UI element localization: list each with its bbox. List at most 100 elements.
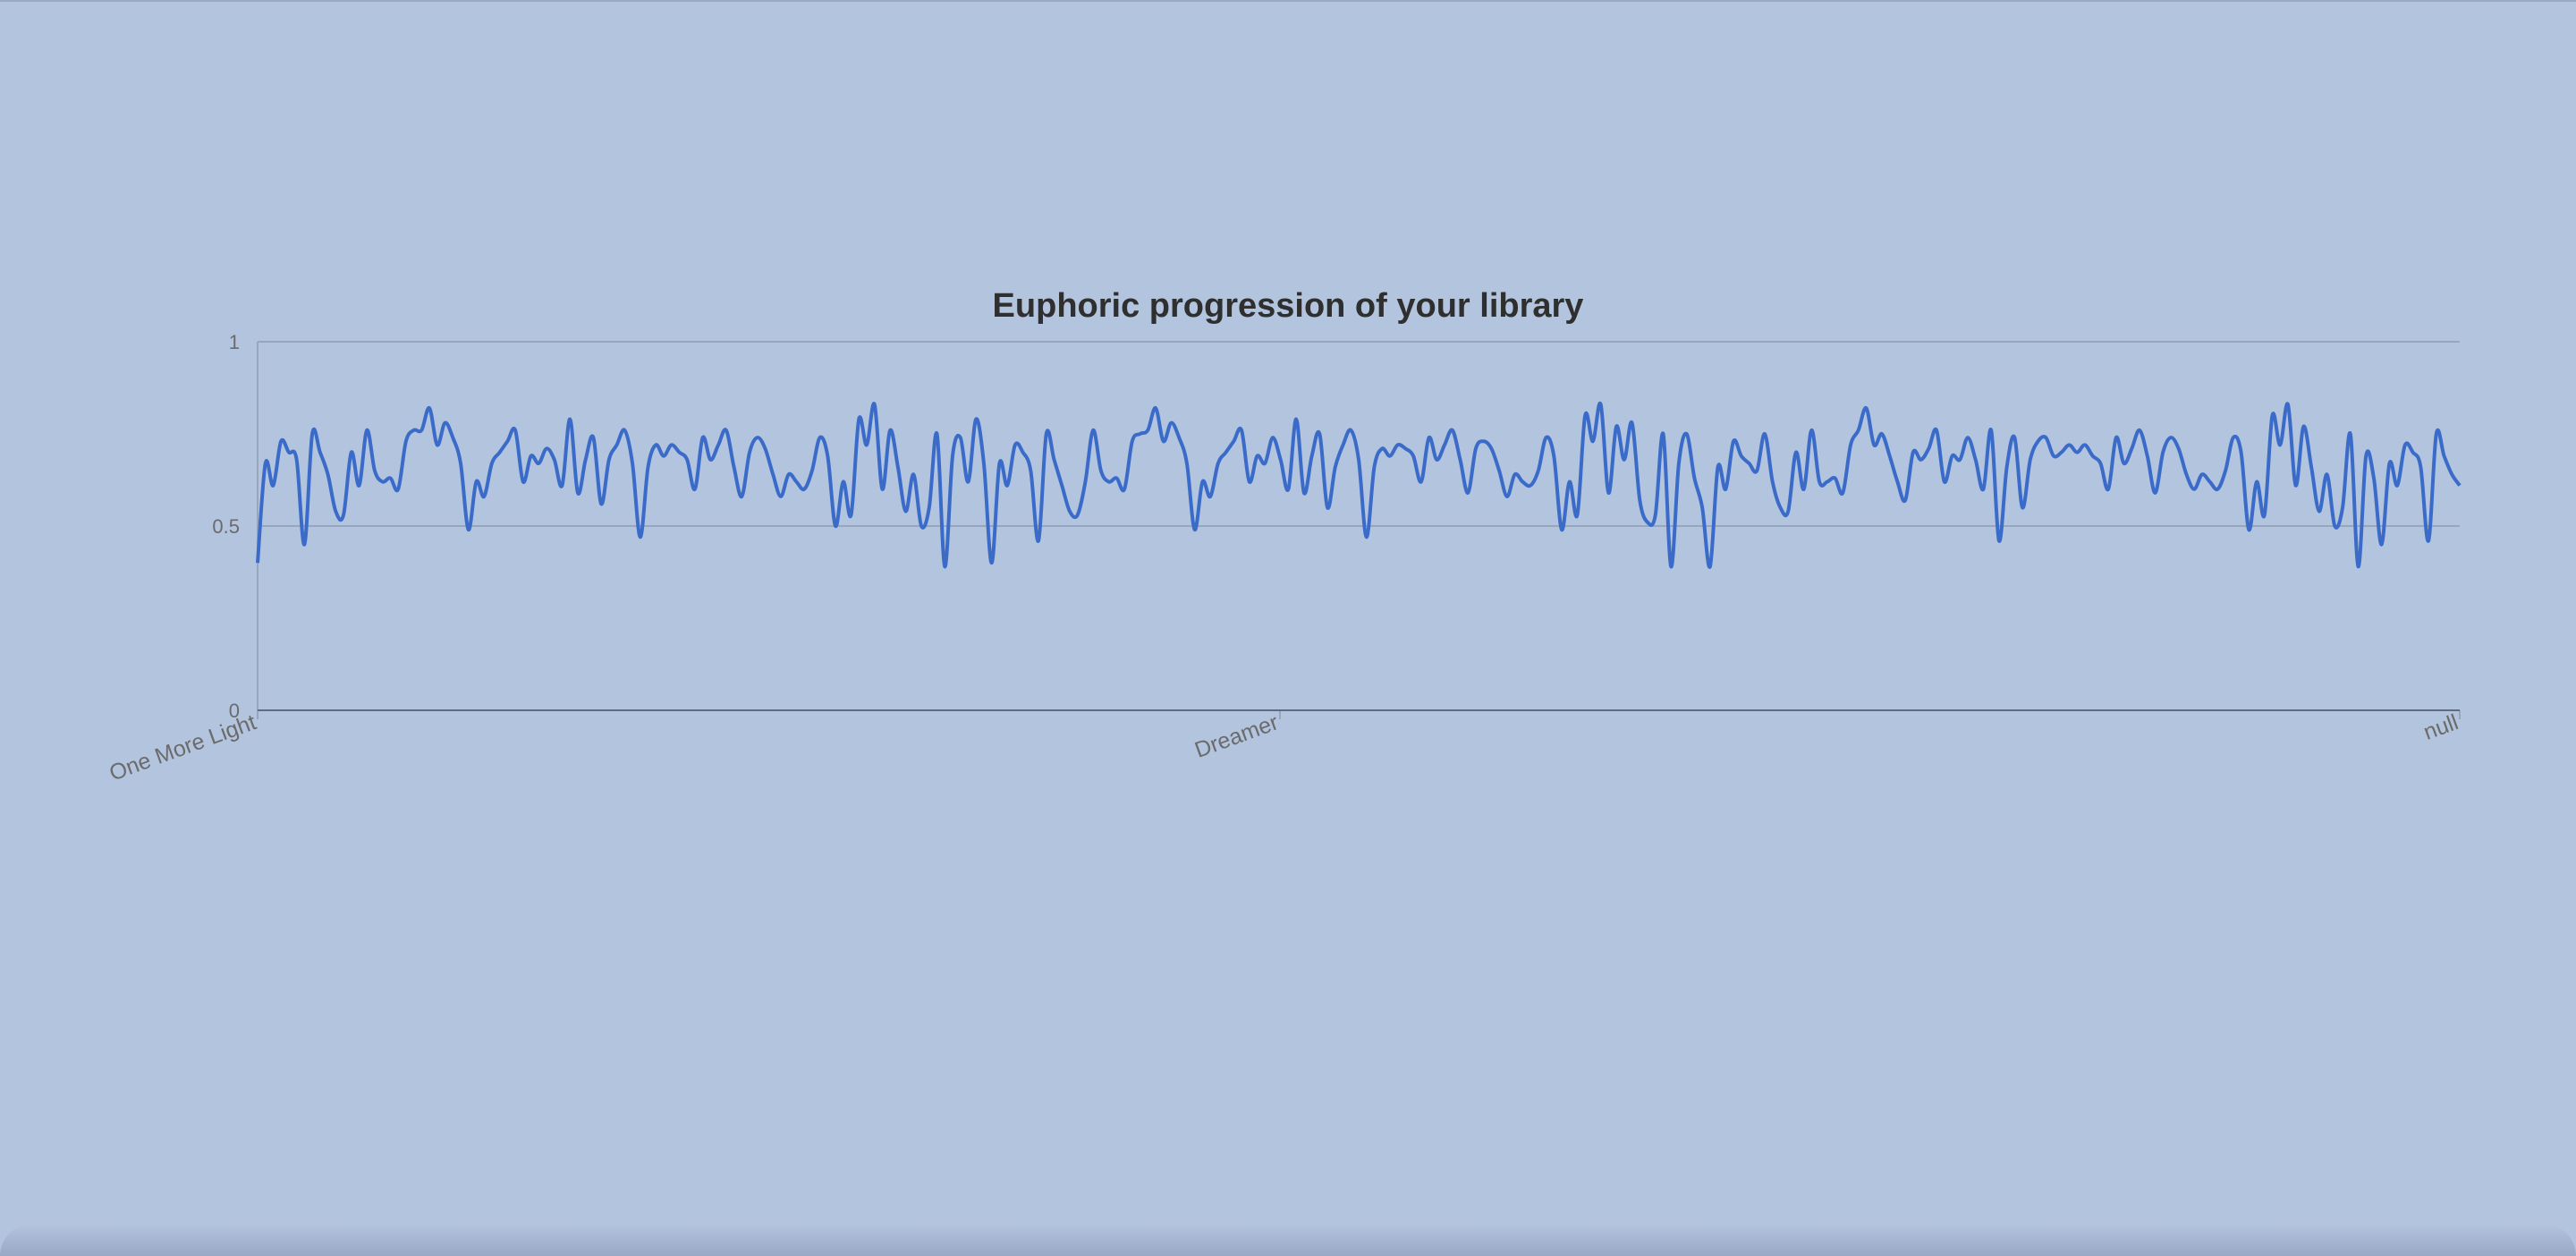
data-point [388, 476, 392, 479]
data-point [1005, 484, 1009, 488]
data-point [1334, 465, 1337, 469]
data-point [677, 451, 681, 454]
data-point [654, 443, 657, 446]
data-point [1864, 406, 1868, 410]
data-point [436, 443, 439, 446]
data-point [880, 488, 884, 491]
data-point [623, 429, 626, 432]
data-point [1357, 458, 1360, 462]
data-point [1114, 476, 1118, 479]
data-point [919, 524, 923, 528]
data-point [1286, 488, 1290, 491]
data-point [873, 403, 877, 406]
data-point [1575, 513, 1579, 517]
data-point [1428, 436, 1431, 439]
data-point [1974, 458, 1978, 462]
data-point [701, 436, 705, 439]
data-point [2012, 436, 2016, 439]
data-point [818, 436, 822, 439]
data-point [1872, 443, 1876, 446]
data-point [1841, 491, 1844, 495]
data-point [1708, 564, 1712, 568]
data-point [1748, 462, 1751, 465]
data-point [2138, 429, 2141, 432]
data-point [2232, 436, 2235, 439]
data-point [1216, 462, 1220, 465]
data-point [1552, 454, 1555, 458]
data-point [615, 443, 619, 446]
data-point [1568, 480, 1572, 484]
x-tick-label: One More Light [106, 709, 260, 785]
data-point [959, 436, 962, 439]
data-point [2403, 443, 2407, 446]
data-point [1809, 429, 1813, 432]
data-point [310, 432, 314, 436]
chart-title: Euphoric progression of your library [993, 287, 1584, 325]
data-point [826, 454, 829, 458]
data-point [810, 469, 814, 472]
data-point [326, 472, 330, 476]
data-point [1466, 491, 1470, 495]
data-point [1388, 454, 1392, 458]
data-point [279, 439, 283, 443]
data-point [2161, 451, 2165, 454]
data-point [2387, 462, 2391, 465]
data-point [1200, 480, 1204, 484]
data-point [740, 495, 743, 498]
data-point [936, 432, 939, 436]
data-point [1459, 458, 1462, 462]
data-point [1529, 484, 1532, 488]
data-point [1818, 480, 1821, 484]
data-point [467, 528, 470, 531]
data-point [2309, 465, 2313, 469]
data-point [787, 472, 791, 476]
data-point [1716, 465, 1720, 469]
data-point [1365, 535, 1368, 539]
data-point [1513, 472, 1517, 476]
data-point [850, 513, 853, 517]
data-point [911, 472, 915, 476]
data-point [1669, 564, 1673, 568]
data-point [2052, 454, 2055, 458]
data-point [724, 429, 728, 432]
data-point [1631, 421, 1634, 425]
data-point [584, 458, 588, 462]
data-point [865, 443, 869, 446]
data-point [1372, 465, 1376, 469]
data-point [1943, 480, 1946, 484]
data-point [599, 502, 603, 505]
data-point [1302, 491, 1306, 495]
data-point [1661, 432, 1665, 436]
data-point [2458, 484, 2462, 488]
data-point [1279, 458, 1283, 462]
data-point [779, 495, 783, 498]
data-point [1763, 432, 1767, 436]
data-point [1692, 476, 1696, 479]
data-point [318, 451, 322, 454]
data-point [1232, 439, 1235, 443]
data-point [1497, 469, 1501, 472]
data-point [591, 436, 595, 439]
x-tick-label: Dreamer [1191, 709, 1282, 763]
data-point [2208, 480, 2212, 484]
data-point [1263, 462, 1267, 465]
data-point [459, 462, 462, 465]
data-point [396, 488, 400, 491]
data-point [631, 462, 634, 465]
data-point [1919, 458, 1923, 462]
data-point [771, 472, 775, 476]
data-point [560, 484, 564, 488]
data-point [966, 480, 970, 484]
data-point [2395, 484, 2399, 488]
data-point [904, 510, 908, 513]
data-point [1419, 480, 1423, 484]
data-point [647, 465, 650, 469]
data-point [1545, 436, 1548, 439]
data-point [1099, 469, 1103, 472]
y-tick-labels: 0 0.5 1 [212, 331, 240, 722]
data-point [342, 513, 345, 517]
data-point [1060, 484, 1063, 488]
data-point [1435, 458, 1438, 462]
data-point [2270, 413, 2274, 417]
